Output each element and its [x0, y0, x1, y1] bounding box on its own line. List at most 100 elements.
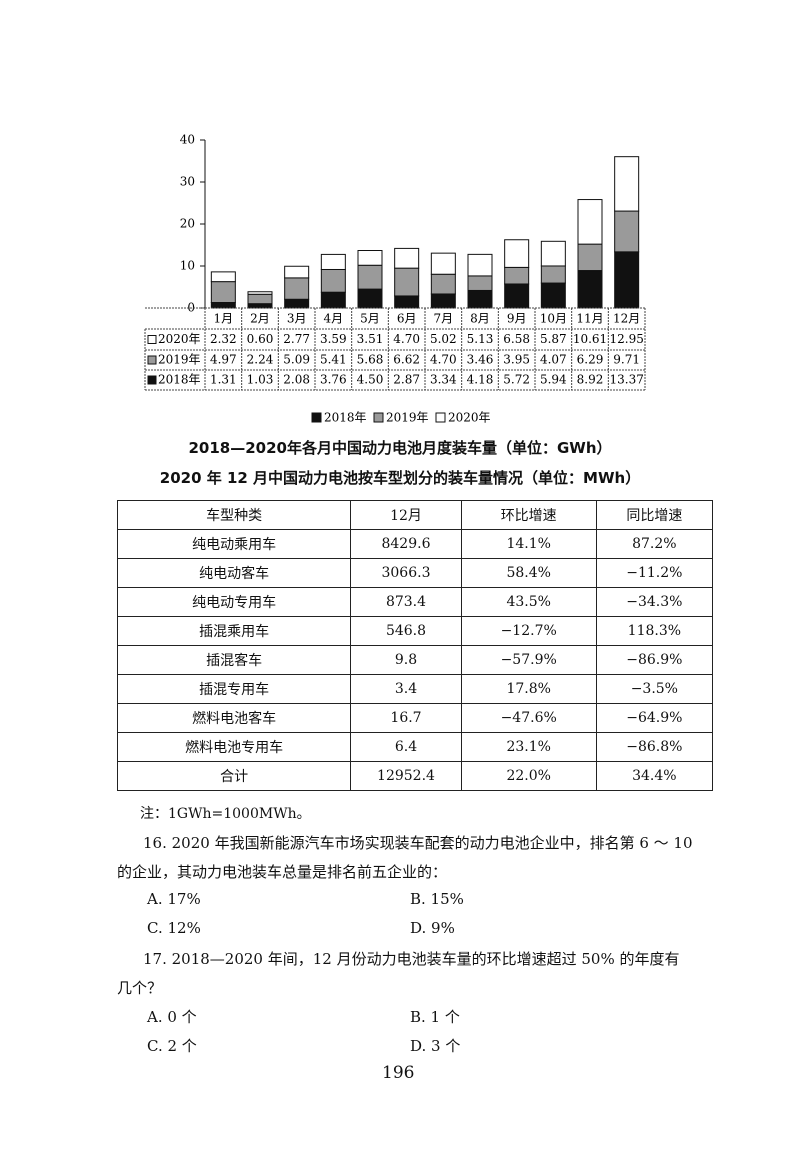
data-label: 6.62: [393, 353, 420, 367]
data-label: 5.13: [467, 332, 494, 346]
data-label: 3.76: [320, 373, 347, 387]
table-cell: 17.8%: [460, 674, 597, 704]
table-cell: 插混专用车: [116, 674, 352, 704]
table-cell: 合计: [116, 761, 352, 791]
bar-segment: [320, 291, 346, 309]
legend-swatch: [311, 412, 322, 423]
table-cell: −11.2%: [595, 558, 714, 588]
y-tick-label: 40: [180, 133, 195, 147]
bar-segment: [210, 281, 236, 303]
option: A. 17%: [147, 890, 201, 908]
legend-swatch: [147, 375, 157, 385]
chart-title: 2018—2020年各月中国动力电池月度装车量（单位：GWh）: [188, 439, 612, 457]
x-tick-label: 7月: [434, 312, 454, 326]
data-label: 3.51: [357, 332, 384, 346]
bar-segment: [210, 301, 236, 309]
table-cell: −3.5%: [595, 674, 714, 704]
data-label: 4.97: [210, 353, 237, 367]
legend-label: 2018年: [324, 411, 367, 425]
table-cell: −86.8%: [595, 732, 714, 762]
data-label: 2.08: [283, 373, 310, 387]
y-tick-label: 10: [180, 259, 195, 273]
data-label: 4.07: [540, 353, 567, 367]
table-cell: 118.3%: [595, 616, 714, 646]
data-label: 5.02: [430, 332, 457, 346]
data-table: 车型种类 12月 环比增速 同比增速 纯电动乘用车 8429.6 14.1% 87.2% 纯电动…: [116, 500, 714, 791]
x-tick-label: 12月: [613, 312, 640, 326]
table-cell: −47.6%: [460, 703, 597, 733]
data-label: 1.31: [210, 373, 237, 387]
table-cell: 23.1%: [460, 732, 597, 762]
table-cell: −57.9%: [460, 645, 597, 675]
bar-segment: [247, 303, 273, 309]
table-cell: −12.7%: [460, 616, 597, 646]
header-cell: 12月: [350, 500, 462, 530]
table-cell: 14.1%: [460, 529, 597, 559]
data-label: 2.87: [393, 373, 420, 387]
table-row: 燃料电池专用车 6.4 23.1% −86.8%: [116, 732, 714, 762]
table-cell: 3066.3: [350, 558, 462, 588]
header-cell: 车型种类: [116, 500, 352, 530]
data-label: 5.68: [357, 353, 384, 367]
data-label: 3.95: [503, 353, 530, 367]
data-label: 2.32: [210, 332, 237, 346]
x-tick-label: 3月: [287, 312, 307, 326]
bar-segment: [504, 239, 530, 268]
option: C. 2 个: [147, 1037, 197, 1055]
table-row: 插混乘用车 546.8 −12.7% 118.3%: [116, 616, 714, 646]
option: D. 3 个: [410, 1037, 461, 1055]
table-row: 插混专用车 3.4 17.8% −3.5%: [116, 674, 714, 704]
table-cell: −34.3%: [595, 587, 714, 617]
data-label: 1.03: [247, 373, 274, 387]
legend-swatch: [373, 412, 384, 423]
data-label: 10.61: [573, 332, 607, 346]
table-cell: 43.5%: [460, 587, 597, 617]
table-cell: 插混乘用车: [116, 616, 352, 646]
row-label: 2019年: [158, 353, 201, 367]
data-label: 3.59: [320, 332, 347, 346]
data-label: 4.70: [393, 332, 420, 346]
x-tick-label: 2月: [250, 312, 270, 326]
table-row: 纯电动客车 3066.3 58.4% −11.2%: [116, 558, 714, 588]
bar-segment: [284, 277, 310, 300]
data-label: 6.29: [577, 353, 604, 367]
table-cell: 插混客车: [116, 645, 352, 675]
table-cell: 纯电动专用车: [116, 587, 352, 617]
data-label: 3.46: [467, 353, 494, 367]
data-label: 0.60: [247, 332, 274, 346]
table-cell: 16.7: [350, 703, 462, 733]
table-cell: 3.4: [350, 674, 462, 704]
table-cell: 87.2%: [595, 529, 714, 559]
table-cell: 纯电动乘用车: [116, 529, 352, 559]
table-cell: 12952.4: [350, 761, 462, 791]
table-title: 2020 年 12 月中国动力电池按车型划分的装车量情况（单位：MWh）: [159, 469, 641, 487]
bar-segment: [577, 243, 603, 272]
data-label: 6.58: [503, 332, 530, 346]
option: D. 9%: [410, 919, 455, 937]
x-tick-label: 11月: [576, 312, 603, 326]
data-label: 4.70: [430, 353, 457, 367]
note: 注：1GWh=1000MWh。: [140, 806, 311, 822]
bar-segment: [614, 156, 640, 212]
bar-segment: [394, 247, 420, 269]
chart: 0102030401月2月3月4月5月6月7月8月9月10月11月12月2020…: [144, 133, 646, 425]
data-label: 2.77: [283, 332, 310, 346]
data-label: 3.34: [430, 373, 457, 387]
header-cell: 环比增速: [460, 500, 597, 530]
bar-segment: [247, 291, 273, 295]
legend-label: 2020年: [448, 411, 491, 425]
bar-segment: [247, 293, 273, 305]
x-tick-label: 9月: [507, 312, 527, 326]
table-cell: 58.4%: [460, 558, 597, 588]
bar-segment: [467, 275, 493, 291]
y-tick-label: 20: [180, 217, 195, 231]
table-cell: −86.9%: [595, 645, 714, 675]
bar-segment: [284, 265, 310, 279]
bar-segment: [430, 273, 456, 295]
bar-segment: [577, 270, 603, 309]
bar-segment: [210, 271, 236, 283]
data-label: 8.92: [577, 373, 604, 387]
table-row: 燃料电池客车 16.7 −47.6% −64.9%: [116, 703, 714, 733]
x-tick-label: 5月: [360, 312, 380, 326]
table-cell: 546.8: [350, 616, 462, 646]
